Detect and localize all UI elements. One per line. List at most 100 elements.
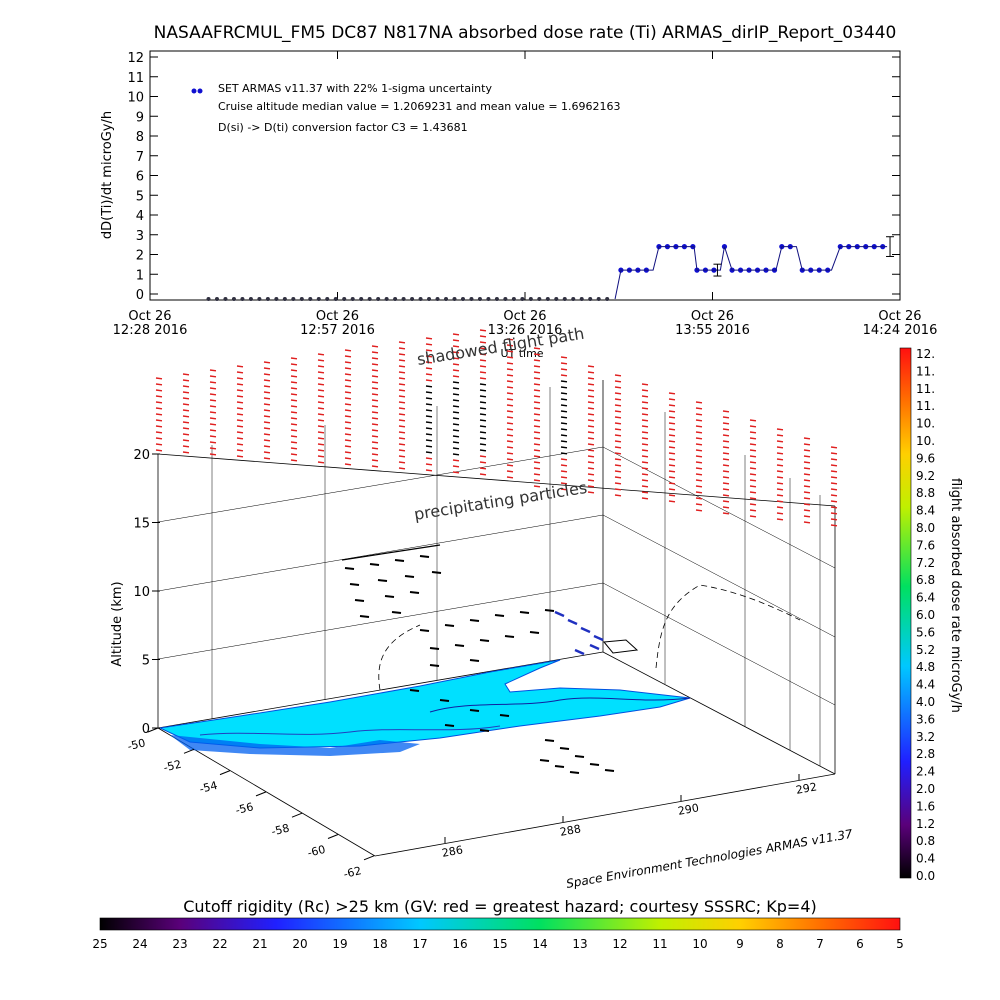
shadow-dash	[425, 439, 433, 442]
shadow-dash	[749, 515, 757, 518]
shadow-dash	[506, 344, 514, 347]
shadow-dash	[560, 458, 568, 461]
shadow-dash	[668, 470, 676, 473]
data-point	[537, 297, 542, 301]
shadow-dash	[830, 488, 838, 491]
shadow-dash	[398, 467, 406, 470]
shadow-dash	[263, 403, 271, 406]
shadow-dash	[722, 446, 730, 449]
shadow-dash	[668, 482, 676, 485]
shadow-dash	[236, 437, 244, 440]
shadow-dash	[776, 500, 784, 503]
data-point	[503, 297, 508, 301]
shadow-dash	[695, 467, 703, 470]
legend-marker	[191, 88, 197, 94]
shadow-dash	[560, 410, 568, 413]
shadow-dash	[695, 425, 703, 428]
data-point	[410, 297, 415, 301]
shadow-dash	[182, 415, 190, 418]
shadow-dash	[614, 428, 622, 431]
track-dash	[394, 559, 405, 562]
shadow-dash	[533, 359, 541, 362]
dose-colorbar-tick-label: 3.2	[916, 730, 935, 744]
shadow-dash	[209, 387, 217, 390]
shadow-dash	[371, 387, 379, 390]
terrain-map	[158, 659, 691, 756]
shadow-dash	[182, 439, 190, 442]
data-point	[545, 297, 550, 301]
rigidity-colorbar-tick-label: 7	[816, 937, 824, 951]
track-dash	[589, 763, 600, 766]
flight-3d-plot: shadowed flight path precipitating parti…	[110, 324, 854, 891]
shadow-dash	[344, 439, 352, 442]
shadow-dash	[533, 353, 541, 356]
dose-colorbar-tick-label: 0.8	[916, 834, 935, 848]
rigidity-colorbar-ticks: 25 24 23 22 21 20 19 18 17 16 15 14 13 12 11 10 9 8 7 6 5	[92, 937, 903, 951]
dose-colorbar-tick-label: 12.	[916, 347, 935, 361]
shadow-dash	[695, 497, 703, 500]
track-dash	[559, 747, 570, 750]
shadow-dash	[452, 405, 460, 408]
shadow-dash	[317, 455, 325, 458]
dose-colorbar-tick-label: 4.0	[916, 695, 935, 709]
shadow-dash	[695, 479, 703, 482]
shadow-dash	[425, 385, 433, 388]
shadow-dash	[560, 446, 568, 449]
shadow-dash	[155, 395, 163, 398]
shadow-dash	[236, 383, 244, 386]
shadow-dash	[614, 392, 622, 395]
shadow-dash	[290, 405, 298, 408]
data-point	[223, 297, 228, 301]
x-tick-label-date: Oct 26	[128, 309, 171, 324]
shadow-dash	[587, 413, 595, 416]
shadow-dash	[263, 433, 271, 436]
data-point	[486, 297, 491, 301]
box-grid	[157, 380, 836, 857]
shadow-dash	[344, 385, 352, 388]
shadow-dash	[371, 357, 379, 360]
shadow-dash	[506, 392, 514, 395]
shadow-dash	[317, 449, 325, 452]
shadow-dash	[398, 461, 406, 464]
track-dash	[404, 575, 415, 578]
shadow-dash	[182, 421, 190, 424]
floor-bottom-edge	[374, 773, 836, 857]
shadow-dash	[695, 407, 703, 410]
shadow-dash	[533, 437, 541, 440]
shadow-dash	[290, 447, 298, 450]
shadow-dash	[425, 337, 433, 340]
shadow-dash	[209, 399, 217, 402]
data-points	[206, 244, 888, 301]
shadow-dash	[668, 494, 676, 497]
shadow-dash	[263, 409, 271, 412]
shadow-dash	[695, 461, 703, 464]
shadow-dash	[290, 423, 298, 426]
altitude-tick-label: 5	[142, 654, 150, 669]
track-dash-highlight	[554, 610, 565, 618]
aircraft-marker	[603, 639, 639, 654]
dose-colorbar-tick-label: 9.6	[916, 451, 935, 465]
track-dash	[499, 714, 510, 717]
shadow-dash	[668, 428, 676, 431]
shadow-dash	[344, 391, 352, 394]
shadow-dash	[749, 509, 757, 512]
data-point	[367, 297, 372, 301]
shadow-dash	[641, 455, 649, 458]
shadow-dash	[614, 422, 622, 425]
shadow-dash	[641, 407, 649, 410]
shadow-dash	[290, 453, 298, 456]
series-line	[614, 246, 888, 300]
shadow-dash	[263, 457, 271, 460]
shadow-dash	[722, 452, 730, 455]
shadow-dash	[587, 395, 595, 398]
altitude-tick-label: 15	[133, 517, 150, 532]
shadow-dash	[560, 404, 568, 407]
dose-colorbar-ticks: 0.0 0.4 0.8 1.2 1.6 2.0 2.4 2.8 3.2 3.6 4.0 4.4 4.8 5…	[916, 347, 935, 883]
shadow-dash	[155, 431, 163, 434]
shadow-dash	[506, 356, 514, 359]
dose-colorbar-tick-label: 6.4	[916, 591, 935, 605]
data-point	[571, 297, 576, 301]
rigidity-colorbar-tick-label: 12	[612, 937, 627, 951]
dose-colorbar-tick-label: 6.0	[916, 608, 935, 622]
shadow-dash	[344, 451, 352, 454]
